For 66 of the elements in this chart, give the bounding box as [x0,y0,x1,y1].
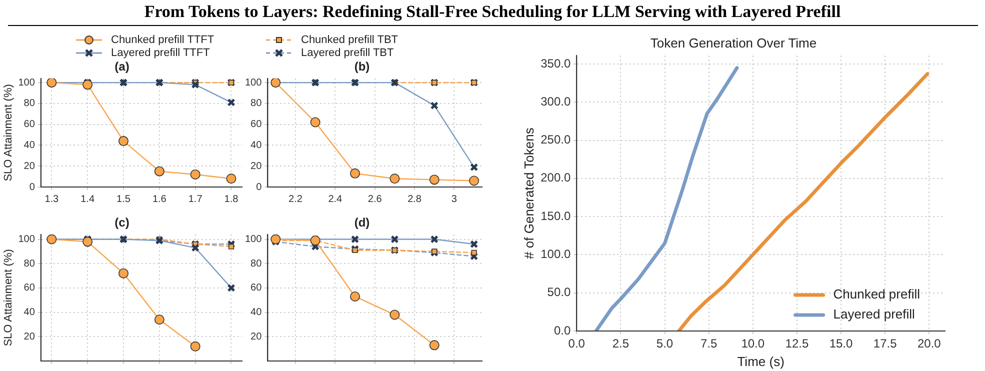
y-tick-label: 100.0 [540,247,571,262]
legend-label: Layered prefill [833,306,916,322]
x-tick-label: 12.5 [785,336,809,351]
x-tick-label: 10.0 [741,336,765,351]
chart-title: (b) [354,60,370,74]
y-axis-title: SLO Attainment (%) [2,84,15,182]
y-tick-label: 150.0 [540,208,571,223]
chart-title: (a) [114,60,130,74]
y-tick-label: 60 [24,282,36,294]
x-tick-label: 2.4 [328,194,343,205]
x-tick-label: 1.6 [152,194,167,205]
x-tick-label: 1.8 [224,194,239,205]
text: From Tokens to Layers: Redefining Stall-Free Scheduling for LLM Serving with Layered Prefill [143,2,842,22]
x-tick-label: 2.5 [612,336,630,351]
y-tick-label: 20 [250,331,262,342]
y-tick-label: 20 [24,160,36,172]
x-tick-label: 2.6 [368,194,382,205]
y-tick-label: 20 [250,160,262,172]
y-tick-label: 80 [250,98,262,110]
y-tick-label: 40 [24,140,36,151]
y-axis-title: SLO Attainment (%) [2,249,15,346]
y-tick-label: 350.0 [540,56,571,70]
chart-title: (c) [114,216,130,230]
y-tick-label: 40 [250,307,262,318]
legend-label: Chunked prefill TBT [300,34,400,46]
y-tick-label: 0 [256,182,262,193]
y-tick-label: 100 [18,234,36,246]
y-tick-label: 40 [24,307,36,318]
x-tick-label: 17.5 [873,336,898,351]
y-tick-label: 0.0 [554,323,571,338]
y-tick-label: 60 [24,119,36,130]
x-tick-label: 1.3 [44,194,60,205]
x-tick-label: 1.7 [188,194,203,205]
y-tick-label: 80 [24,98,36,110]
y-tick-label: 80 [250,258,262,270]
y-tick-label: 60 [250,119,262,130]
x-tick-label: 5.0 [656,336,674,351]
y-tick-label: 300.0 [540,94,571,108]
x-axis-title: Time (s) [737,354,784,369]
y-tick-label: 100 [18,77,36,88]
x-tick-label: 20.0 [917,336,942,351]
x-tick-label: 3 [451,194,458,205]
x-tick-label: 2.2 [288,194,303,205]
chart-title: Token Generation Over Time [650,35,817,50]
legend-label: Chunked prefill TTFT [110,34,216,46]
x-tick-label: 15.0 [829,336,854,351]
y-tick-label: 60 [250,282,262,294]
y-tick-label: 50.0 [547,285,571,300]
y-tick-label: 200.0 [540,170,571,185]
y-tick-label: 80 [24,258,36,270]
x-tick-label: 1.5 [116,194,131,205]
legend-label: Layered prefill TBT [300,47,395,59]
y-tick-label: 40 [250,140,262,151]
y-tick-label: 20 [24,331,36,342]
x-tick-label: 7.5 [700,336,718,351]
y-axis-title: # of Generated Tokens [521,127,536,259]
y-tick-label: 0 [29,182,36,193]
legend-label: Layered prefill TTFT [110,47,211,59]
legend-label: Chunked prefill [833,286,920,302]
y-tick-label: 250.0 [540,132,571,147]
y-tick-label: 100 [244,234,262,246]
x-tick-label: 1.4 [80,194,95,205]
x-tick-label: 2.8 [408,194,422,205]
y-tick-label: 100 [244,77,262,88]
chart-title: (d) [354,216,370,230]
x-tick-label: 0.0 [568,336,586,351]
